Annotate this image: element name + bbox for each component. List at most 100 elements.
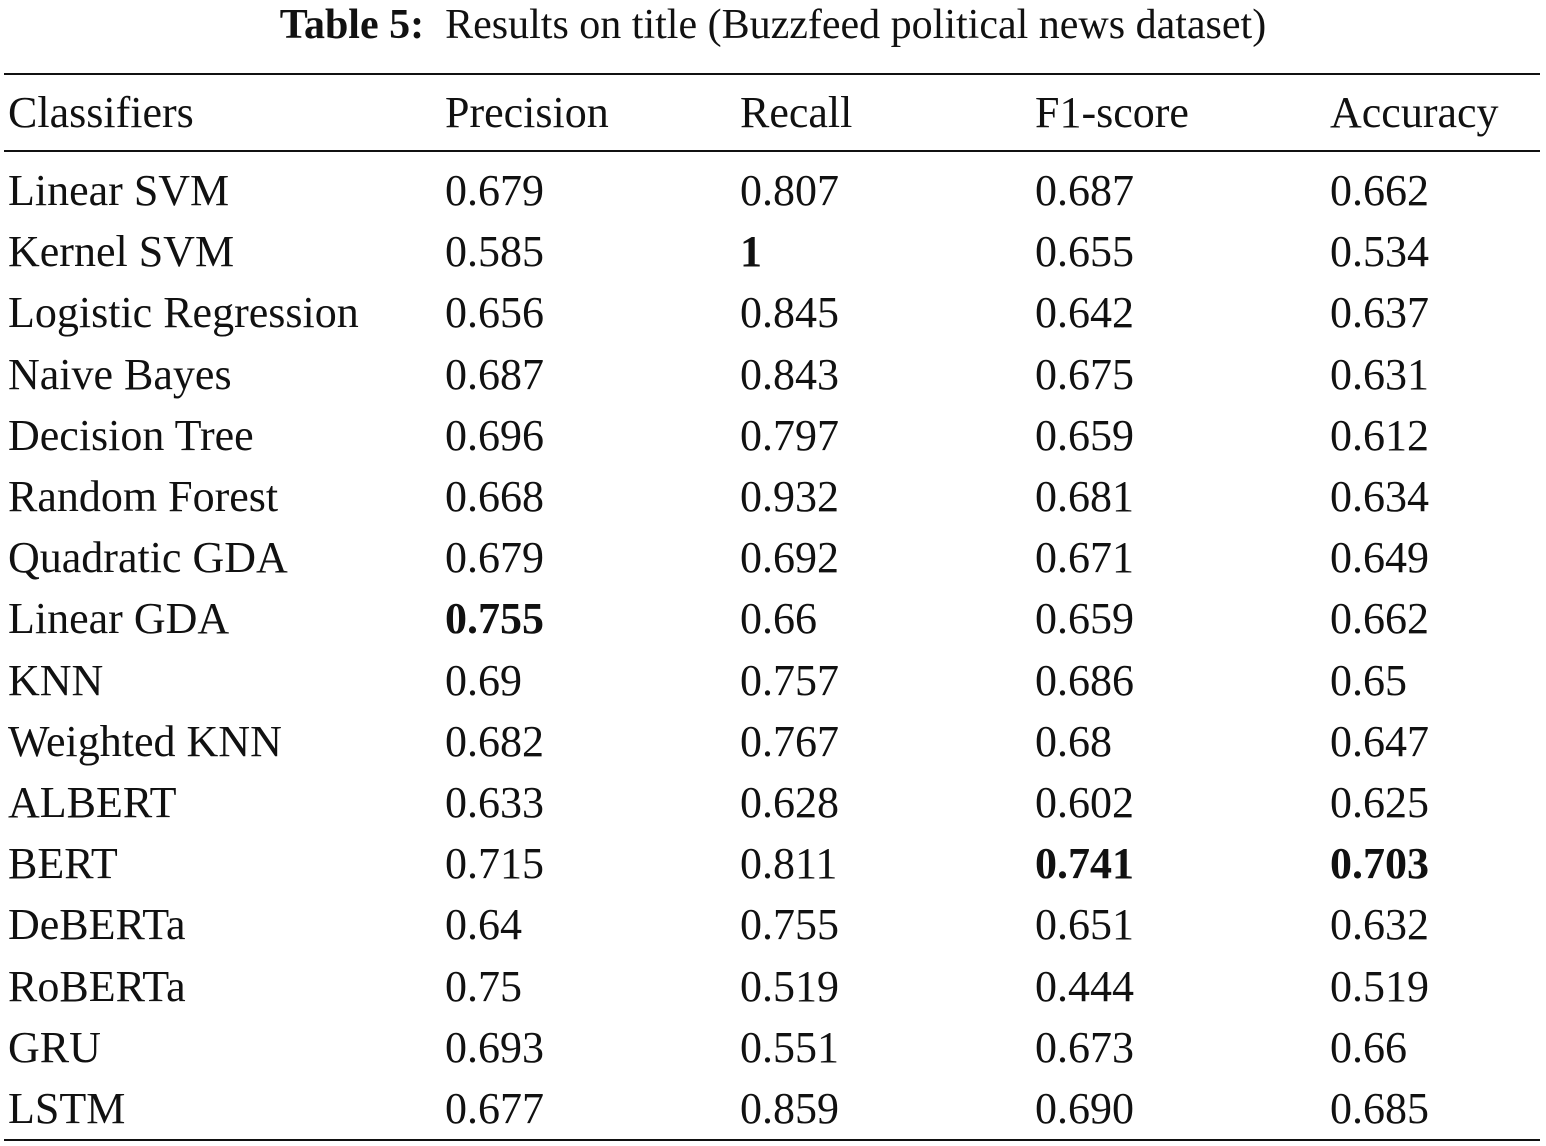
- cell-classifier: GRU: [8, 1022, 101, 1072]
- cell-classifier: KNN: [8, 655, 104, 705]
- cell-precision: 0.693: [445, 1022, 544, 1072]
- header-classifiers: Classifiers: [8, 88, 194, 137]
- table-row: ALBERT 0.633 0.628 0.602 0.625: [0, 772, 1546, 833]
- cell-f1-score: 0.659: [1035, 410, 1134, 460]
- cell-f1-score: 0.673: [1035, 1022, 1134, 1072]
- table-row: LSTM 0.677 0.859 0.690 0.685: [0, 1078, 1546, 1139]
- cell-precision: 0.633: [445, 778, 544, 827]
- cell-precision: 0.677: [445, 1084, 544, 1133]
- cell-precision: 0.682: [445, 716, 544, 766]
- cell-recall: 0.797: [740, 410, 839, 460]
- table-row: Decision Tree 0.696 0.797 0.659 0.612: [0, 405, 1546, 466]
- table-row: Weighted KNN 0.682 0.767 0.68 0.647: [0, 711, 1546, 772]
- cell-f1-score: 0.651: [1035, 900, 1134, 950]
- table-row: GRU 0.693 0.551 0.673 0.66: [0, 1017, 1546, 1078]
- cell-classifier: Linear SVM: [8, 166, 230, 215]
- cell-accuracy: 0.662: [1330, 594, 1429, 644]
- cell-classifier: Naive Bayes: [8, 349, 232, 399]
- cell-precision: 0.715: [445, 839, 544, 889]
- header-recall: Recall: [740, 88, 853, 137]
- cell-recall: 0.66: [740, 594, 817, 644]
- cell-accuracy: 0.66: [1330, 1022, 1407, 1072]
- header-f1-score: F1-score: [1035, 88, 1189, 137]
- table-row: Naive Bayes 0.687 0.843 0.675 0.631: [0, 344, 1546, 405]
- cell-f1-score: 0.671: [1035, 533, 1134, 583]
- cell-precision: 0.656: [445, 288, 544, 338]
- cell-precision: 0.64: [445, 900, 522, 950]
- cell-precision: 0.75: [445, 961, 522, 1011]
- table-row: Linear GDA 0.755 0.66 0.659 0.662: [0, 588, 1546, 649]
- cell-recall: 0.757: [740, 655, 839, 705]
- cell-precision: 0.687: [445, 349, 544, 399]
- cell-precision: 0.679: [445, 166, 544, 215]
- table-row: KNN 0.69 0.757 0.686 0.65: [0, 650, 1546, 711]
- cell-accuracy: 0.647: [1330, 716, 1429, 766]
- cell-f1-score: 0.602: [1035, 778, 1134, 827]
- cell-recall: 0.551: [740, 1022, 839, 1072]
- cell-f1-score: 0.741: [1035, 839, 1134, 889]
- cell-accuracy: 0.662: [1330, 166, 1429, 215]
- cell-classifier: Quadratic GDA: [8, 533, 288, 583]
- cell-precision: 0.668: [445, 472, 544, 521]
- cell-accuracy: 0.634: [1330, 472, 1429, 521]
- cell-recall: 0.811: [740, 839, 838, 889]
- cell-recall: 0.859: [740, 1084, 839, 1133]
- cell-f1-score: 0.655: [1035, 227, 1134, 277]
- table-caption-text: Results on title (Buzzfeed political new…: [445, 2, 1267, 48]
- cell-f1-score: 0.687: [1035, 166, 1134, 215]
- top-rule: [4, 73, 1540, 75]
- cell-classifier: Linear GDA: [8, 594, 230, 644]
- cell-accuracy: 0.612: [1330, 410, 1429, 460]
- cell-classifier: Kernel SVM: [8, 227, 235, 277]
- cell-classifier: Weighted KNN: [8, 716, 282, 766]
- cell-accuracy: 0.649: [1330, 533, 1429, 583]
- cell-recall: 1: [740, 227, 762, 277]
- cell-accuracy: 0.625: [1330, 778, 1429, 827]
- cell-accuracy: 0.65: [1330, 655, 1407, 705]
- table-row: Linear SVM 0.679 0.807 0.687 0.662: [0, 160, 1546, 221]
- cell-precision: 0.696: [445, 410, 544, 460]
- table-body: Linear SVM 0.679 0.807 0.687 0.662 Kernel SVM…: [0, 160, 1546, 1136]
- table-row: BERT 0.715 0.811 0.741 0.703: [0, 833, 1546, 894]
- table-row: Logistic Regression 0.656 0.845 0.642 0.637: [0, 282, 1546, 343]
- header-rule: [4, 150, 1540, 152]
- cell-recall: 0.932: [740, 472, 839, 521]
- cell-classifier: LSTM: [8, 1084, 126, 1133]
- cell-recall: 0.843: [740, 349, 839, 399]
- table-caption-label: Table 5:: [279, 2, 425, 48]
- table-row: Quadratic GDA 0.679 0.692 0.671 0.649: [0, 527, 1546, 588]
- cell-recall: 0.845: [740, 288, 839, 338]
- cell-classifier: ALBERT: [8, 778, 177, 827]
- table-row: Random Forest 0.668 0.932 0.681 0.634: [0, 466, 1546, 527]
- cell-accuracy: 0.519: [1330, 961, 1429, 1011]
- cell-recall: 0.519: [740, 961, 839, 1011]
- table-row: Kernel SVM 0.585 1 0.655 0.534: [0, 221, 1546, 282]
- cell-f1-score: 0.681: [1035, 472, 1134, 521]
- cell-classifier: Decision Tree: [8, 410, 254, 460]
- cell-accuracy: 0.703: [1330, 839, 1429, 889]
- cell-f1-score: 0.642: [1035, 288, 1134, 338]
- cell-accuracy: 0.632: [1330, 900, 1429, 950]
- cell-classifier: RoBERTa: [8, 961, 186, 1011]
- cell-f1-score: 0.659: [1035, 594, 1134, 644]
- cell-recall: 0.692: [740, 533, 839, 583]
- table-row: RoBERTa 0.75 0.519 0.444 0.519: [0, 956, 1546, 1017]
- cell-f1-score: 0.444: [1035, 961, 1134, 1011]
- header-accuracy: Accuracy: [1330, 88, 1499, 137]
- cell-recall: 0.628: [740, 778, 839, 827]
- cell-f1-score: 0.690: [1035, 1084, 1134, 1133]
- cell-recall: 0.767: [740, 716, 839, 766]
- cell-f1-score: 0.68: [1035, 716, 1112, 766]
- table-header-row: Classifiers Precision Recall F1-score Ac…: [0, 82, 1546, 143]
- cell-accuracy: 0.534: [1330, 227, 1429, 277]
- table-row: DeBERTa 0.64 0.755 0.651 0.632: [0, 894, 1546, 955]
- cell-classifier: BERT: [8, 839, 118, 889]
- cell-accuracy: 0.685: [1330, 1084, 1429, 1133]
- cell-recall: 0.755: [740, 900, 839, 950]
- cell-classifier: DeBERTa: [8, 900, 186, 950]
- cell-precision: 0.755: [445, 594, 544, 644]
- cell-classifier: Random Forest: [8, 472, 279, 521]
- cell-accuracy: 0.631: [1330, 349, 1429, 399]
- cell-precision: 0.69: [445, 655, 522, 705]
- header-precision: Precision: [445, 88, 609, 137]
